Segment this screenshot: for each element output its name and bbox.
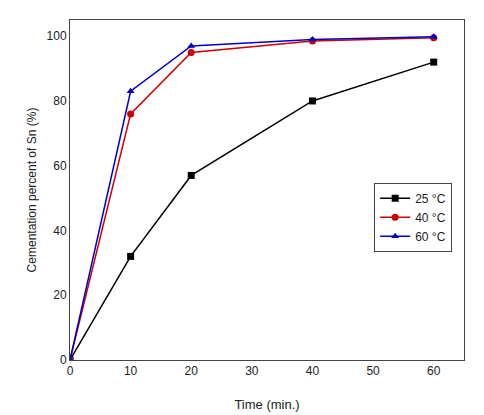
svg-text:100: 100	[47, 29, 67, 43]
svg-text:0: 0	[67, 364, 74, 378]
svg-text:0: 0	[60, 353, 67, 367]
svg-text:10: 10	[124, 364, 138, 378]
svg-text:60: 60	[427, 364, 441, 378]
svg-text:Time (min.): Time (min.)	[234, 397, 299, 412]
svg-text:50: 50	[366, 364, 380, 378]
svg-text:20: 20	[53, 288, 67, 302]
svg-text:60 °C: 60 °C	[415, 230, 445, 244]
svg-text:40: 40	[53, 224, 67, 238]
svg-text:40 °C: 40 °C	[415, 211, 445, 225]
svg-text:30: 30	[245, 364, 259, 378]
svg-text:20: 20	[185, 364, 199, 378]
svg-text:60: 60	[53, 159, 67, 173]
svg-text:Cementation percent of Sn (%): Cementation percent of Sn (%)	[25, 108, 39, 273]
svg-text:25 °C: 25 °C	[415, 192, 445, 206]
svg-text:40: 40	[306, 364, 320, 378]
svg-text:80: 80	[53, 94, 67, 108]
